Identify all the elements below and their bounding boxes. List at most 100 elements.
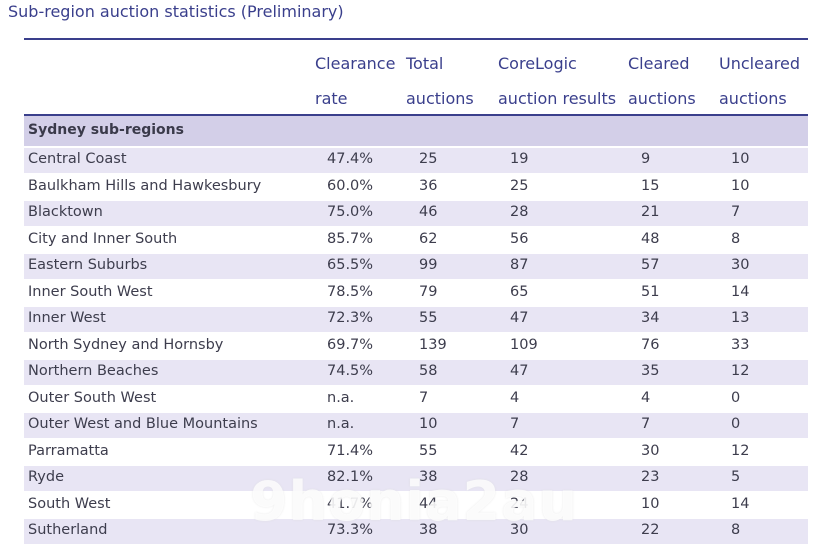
cell-rate: 47.4% xyxy=(327,151,374,167)
page-title: Sub-region auction statistics (Prelimina… xyxy=(8,2,344,21)
header-uncleared-auctions: Uncleared auctions xyxy=(719,54,800,108)
cell-name: City and Inner South xyxy=(28,230,178,247)
table-row: Northern Beaches 74.5% 58 47 35 12 xyxy=(24,360,808,385)
table-row: North Sydney and Hornsby 69.7% 139 109 76 33 xyxy=(24,334,808,359)
cell-core: 25 xyxy=(510,177,529,194)
cell-name: North Sydney and Hornsby xyxy=(28,336,224,353)
cell-rate: 65.5% xyxy=(327,257,374,273)
cell-name: Inner West xyxy=(28,310,106,326)
cell-total: 99 xyxy=(419,257,438,273)
cell-uncleared: 8 xyxy=(731,230,741,247)
cell-uncleared: 13 xyxy=(731,310,750,326)
cell-cleared: 7 xyxy=(641,416,651,432)
cell-total: 44 xyxy=(419,495,438,512)
table-row: City and Inner South 85.7% 62 56 48 8 xyxy=(24,228,808,253)
cell-uncleared: 33 xyxy=(731,336,750,353)
cell-uncleared: 0 xyxy=(731,389,741,406)
cell-cleared: 34 xyxy=(641,310,660,326)
header-rule xyxy=(24,114,808,116)
cell-cleared: 15 xyxy=(641,177,660,194)
cell-rate: n.a. xyxy=(327,416,355,432)
cell-core: 42 xyxy=(510,442,529,459)
cell-core: 24 xyxy=(510,495,529,512)
cell-total: 38 xyxy=(419,469,438,485)
cell-total: 79 xyxy=(419,283,438,300)
cell-uncleared: 10 xyxy=(731,151,750,167)
cell-cleared: 22 xyxy=(641,522,660,538)
cell-name: Parramatta xyxy=(28,442,109,459)
cell-rate: 85.7% xyxy=(327,230,374,247)
cell-cleared: 51 xyxy=(641,283,660,300)
table-row: South West 41.7% 44 24 10 14 xyxy=(24,493,808,518)
header-corelogic-results: CoreLogic auction results xyxy=(498,54,617,108)
cell-total: 46 xyxy=(419,204,438,220)
cell-name: Eastern Suburbs xyxy=(28,257,148,273)
header-total-auctions: Total auctions xyxy=(406,54,474,108)
cell-uncleared: 30 xyxy=(731,257,750,273)
cell-rate: 41.7% xyxy=(327,495,374,512)
cell-rate: 75.0% xyxy=(327,204,374,220)
cell-total: 139 xyxy=(419,336,447,353)
cell-cleared: 48 xyxy=(641,230,660,247)
table-row: Inner South West 78.5% 79 65 51 14 xyxy=(24,281,808,306)
cell-core: 19 xyxy=(510,151,529,167)
cell-cleared: 10 xyxy=(641,495,660,512)
cell-rate: n.a. xyxy=(327,389,355,406)
table-row: Inner West 72.3% 55 47 34 13 xyxy=(24,307,808,332)
cell-uncleared: 7 xyxy=(731,204,741,220)
cell-total: 55 xyxy=(419,442,438,459)
cell-rate: 69.7% xyxy=(327,336,374,353)
section-header-sydney: Sydney sub-regions xyxy=(24,116,808,146)
table-header: Clearance rate Total auctions CoreLogic … xyxy=(24,40,808,114)
cell-total: 10 xyxy=(419,416,438,432)
cell-core: 56 xyxy=(510,230,529,247)
table-row: Blacktown 75.0% 46 28 21 7 xyxy=(24,201,808,226)
cell-total: 38 xyxy=(419,522,438,538)
cell-name: Inner South West xyxy=(28,283,153,300)
cell-total: 25 xyxy=(419,151,438,167)
cell-total: 58 xyxy=(419,363,438,379)
cell-rate: 60.0% xyxy=(327,177,374,194)
cell-rate: 72.3% xyxy=(327,310,374,326)
cell-cleared: 4 xyxy=(641,389,651,406)
cell-cleared: 9 xyxy=(641,151,651,167)
cell-core: 4 xyxy=(510,389,520,406)
header-clearance-rate: Clearance rate xyxy=(315,54,396,108)
cell-core: 47 xyxy=(510,363,529,379)
table-body: Central Coast 47.4% 25 19 9 10 Baulkham Hills … xyxy=(24,148,808,544)
cell-uncleared: 10 xyxy=(731,177,750,194)
cell-uncleared: 12 xyxy=(731,442,750,459)
cell-name: Outer South West xyxy=(28,389,157,406)
cell-total: 36 xyxy=(419,177,438,194)
cell-uncleared: 5 xyxy=(731,469,741,485)
cell-name: Blacktown xyxy=(28,204,103,220)
cell-core: 28 xyxy=(510,204,529,220)
auction-table: Clearance rate Total auctions CoreLogic … xyxy=(24,38,808,544)
header-cleared-auctions: Cleared auctions xyxy=(628,54,696,108)
table-row: Outer South West n.a. 7 4 4 0 xyxy=(24,387,808,412)
table-row: Parramatta 71.4% 55 42 30 12 xyxy=(24,440,808,465)
cell-cleared: 76 xyxy=(641,336,660,353)
cell-core: 7 xyxy=(510,416,520,432)
cell-uncleared: 0 xyxy=(731,416,741,432)
cell-cleared: 30 xyxy=(641,442,660,459)
cell-total: 62 xyxy=(419,230,438,247)
cell-cleared: 23 xyxy=(641,469,660,485)
cell-name: Outer West and Blue Mountains xyxy=(28,416,258,432)
cell-cleared: 35 xyxy=(641,363,660,379)
cell-core: 87 xyxy=(510,257,529,273)
cell-uncleared: 8 xyxy=(731,522,741,538)
table-row: Ryde 82.1% 38 28 23 5 xyxy=(24,466,808,491)
cell-name: Baulkham Hills and Hawkesbury xyxy=(28,177,262,194)
top-rule xyxy=(24,38,808,40)
cell-core: 109 xyxy=(510,336,538,353)
cell-uncleared: 12 xyxy=(731,363,750,379)
cell-name: Central Coast xyxy=(28,151,127,167)
cell-core: 30 xyxy=(510,522,529,538)
cell-rate: 71.4% xyxy=(327,442,374,459)
cell-core: 28 xyxy=(510,469,529,485)
cell-name: South West xyxy=(28,495,111,512)
table-row: Outer West and Blue Mountains n.a. 10 7 7 0 xyxy=(24,413,808,438)
cell-core: 65 xyxy=(510,283,529,300)
table-row: Baulkham Hills and Hawkesbury 60.0% 36 25 15… xyxy=(24,175,808,200)
